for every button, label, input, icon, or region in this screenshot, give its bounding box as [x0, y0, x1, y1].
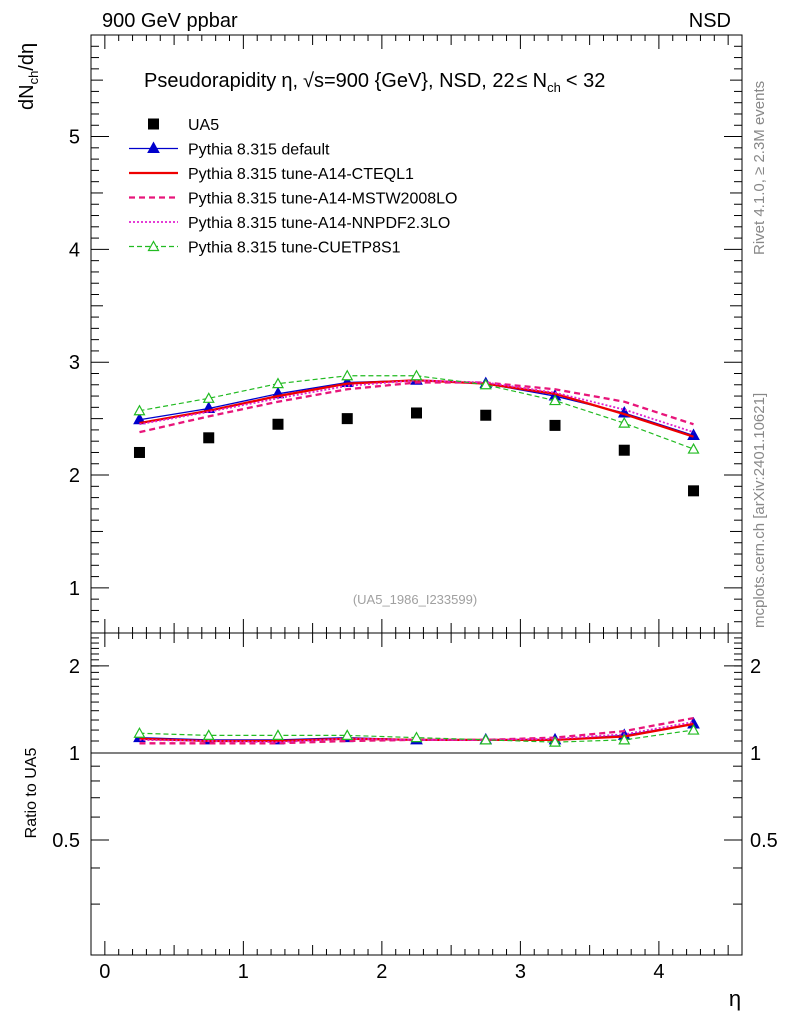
header-right: NSD — [689, 10, 731, 32]
ratio-y-axis-label: Ratio to UA5 — [23, 748, 40, 839]
data-point — [549, 419, 561, 431]
ratio-plot-layer — [91, 716, 742, 754]
series-point-4 — [548, 394, 562, 406]
x-tick-label: 1 — [238, 961, 249, 983]
series-point-4 — [410, 369, 423, 381]
x-axis-label: η — [729, 986, 741, 1011]
series-point-4 — [133, 404, 146, 416]
title-sep: , — [292, 70, 298, 92]
data-point — [411, 407, 422, 419]
header-left: 900 GeV ppbar — [102, 10, 238, 32]
ratio-y-tick-label-right: 2 — [750, 656, 761, 678]
ratio-y-tick-label-left: 2 — [69, 656, 80, 678]
ratio-y-tick-label-left: 0.5 — [52, 830, 80, 852]
main-plot-layer — [133, 369, 700, 497]
ratio-point-4 — [133, 727, 146, 738]
rivet-label: Rivet 4.1.0, ≥ 2.3M events — [751, 81, 768, 255]
y-tick-label: 1 — [69, 578, 80, 600]
legend-label-2: Pythia 8.315 tune-A14-MSTW2008LO — [188, 191, 457, 208]
axes-layer: 0 1 2 3 4 1 2 3 4 5 0.5 0.5 1 1 2 2 — [52, 35, 778, 983]
series-point-4 — [479, 378, 492, 390]
series-point-4 — [687, 442, 700, 454]
ratio-frame — [90, 632, 743, 956]
legend-marker-4 — [147, 240, 160, 252]
data-point — [618, 444, 630, 456]
data-point — [341, 413, 353, 425]
data-point — [688, 485, 700, 497]
data-point — [203, 432, 215, 444]
ratio-y-tick-label-left: 1 — [69, 743, 80, 765]
x-tick-label: 4 — [653, 961, 664, 983]
ratio-point-4 — [548, 735, 562, 747]
series-point-0 — [687, 428, 700, 441]
ratio-point-4 — [202, 729, 215, 741]
ratio-point-4 — [410, 731, 423, 743]
chart-title: Pseudorapidity η, √s=900 {GeV}, NSD, 22 ≤ Nc… — [144, 70, 605, 95]
series-line-3 — [139, 379, 694, 434]
x-tick-label: 0 — [99, 961, 110, 983]
analysis-watermark: (UA5_1986_I233599) — [353, 592, 477, 607]
title-sqrt: √s=900 {GeV}, NSD, 22 — [303, 70, 515, 92]
legend-label-4: Pythia 8.315 tune-CUETP8S1 — [188, 240, 401, 257]
series-point-4 — [618, 416, 631, 428]
ratio-point-4 — [479, 733, 492, 745]
data-point — [133, 446, 145, 458]
series-line-2 — [139, 381, 694, 434]
title-tail: < 32 — [566, 70, 605, 92]
y-label-dn: dN — [16, 84, 38, 110]
series-point-4 — [202, 392, 215, 403]
ratio-y-tick-label-right: 0.5 — [750, 830, 778, 852]
ratio-line-2 — [139, 716, 694, 745]
legend-label-data: UA5 — [188, 117, 219, 134]
ratio-line-4 — [139, 729, 694, 743]
x-tick-label: 2 — [376, 961, 387, 983]
series-point-4 — [341, 369, 354, 381]
mcplots-label: mcplots.cern.ch [arXiv:2401.10621] — [751, 393, 768, 628]
y-tick-label: 5 — [69, 127, 80, 149]
title-n: N — [533, 70, 547, 92]
legend-marker-0 — [147, 141, 160, 153]
y-axis-label: dNch/dη — [16, 43, 41, 110]
y-label-rest: /dη — [16, 43, 38, 71]
title-ch: ch — [547, 80, 561, 95]
y-label-sub: ch — [26, 71, 41, 85]
title-eta: η — [281, 70, 292, 92]
y-tick-label: 4 — [69, 239, 80, 261]
ratio-point-4 — [687, 723, 700, 735]
title-prefix: Pseudorapidity — [144, 70, 276, 92]
series-point-4 — [271, 377, 285, 389]
legend-label-1: Pythia 8.315 tune-A14-CTEQL1 — [188, 166, 414, 183]
legend: UA5 Pythia 8.315 default Pythia 8.315 tune… — [129, 117, 457, 257]
data-point — [480, 409, 492, 421]
legend-label-0: Pythia 8.315 default — [188, 142, 330, 159]
ratio-point-4 — [618, 733, 631, 745]
data-point — [272, 418, 284, 430]
legend-marker-data — [148, 118, 159, 130]
y-tick-label: 2 — [69, 465, 80, 487]
x-tick-label: 3 — [515, 961, 526, 983]
legend-label-3: Pythia 8.315 tune-A14-NNPDF2.3LO — [188, 215, 450, 232]
ratio-point-4 — [341, 729, 354, 741]
y-tick-label: 3 — [69, 352, 80, 374]
ratio-point-4 — [271, 729, 285, 741]
ratio-y-tick-label-right: 1 — [750, 743, 761, 765]
title-le: ≤ — [517, 70, 528, 92]
